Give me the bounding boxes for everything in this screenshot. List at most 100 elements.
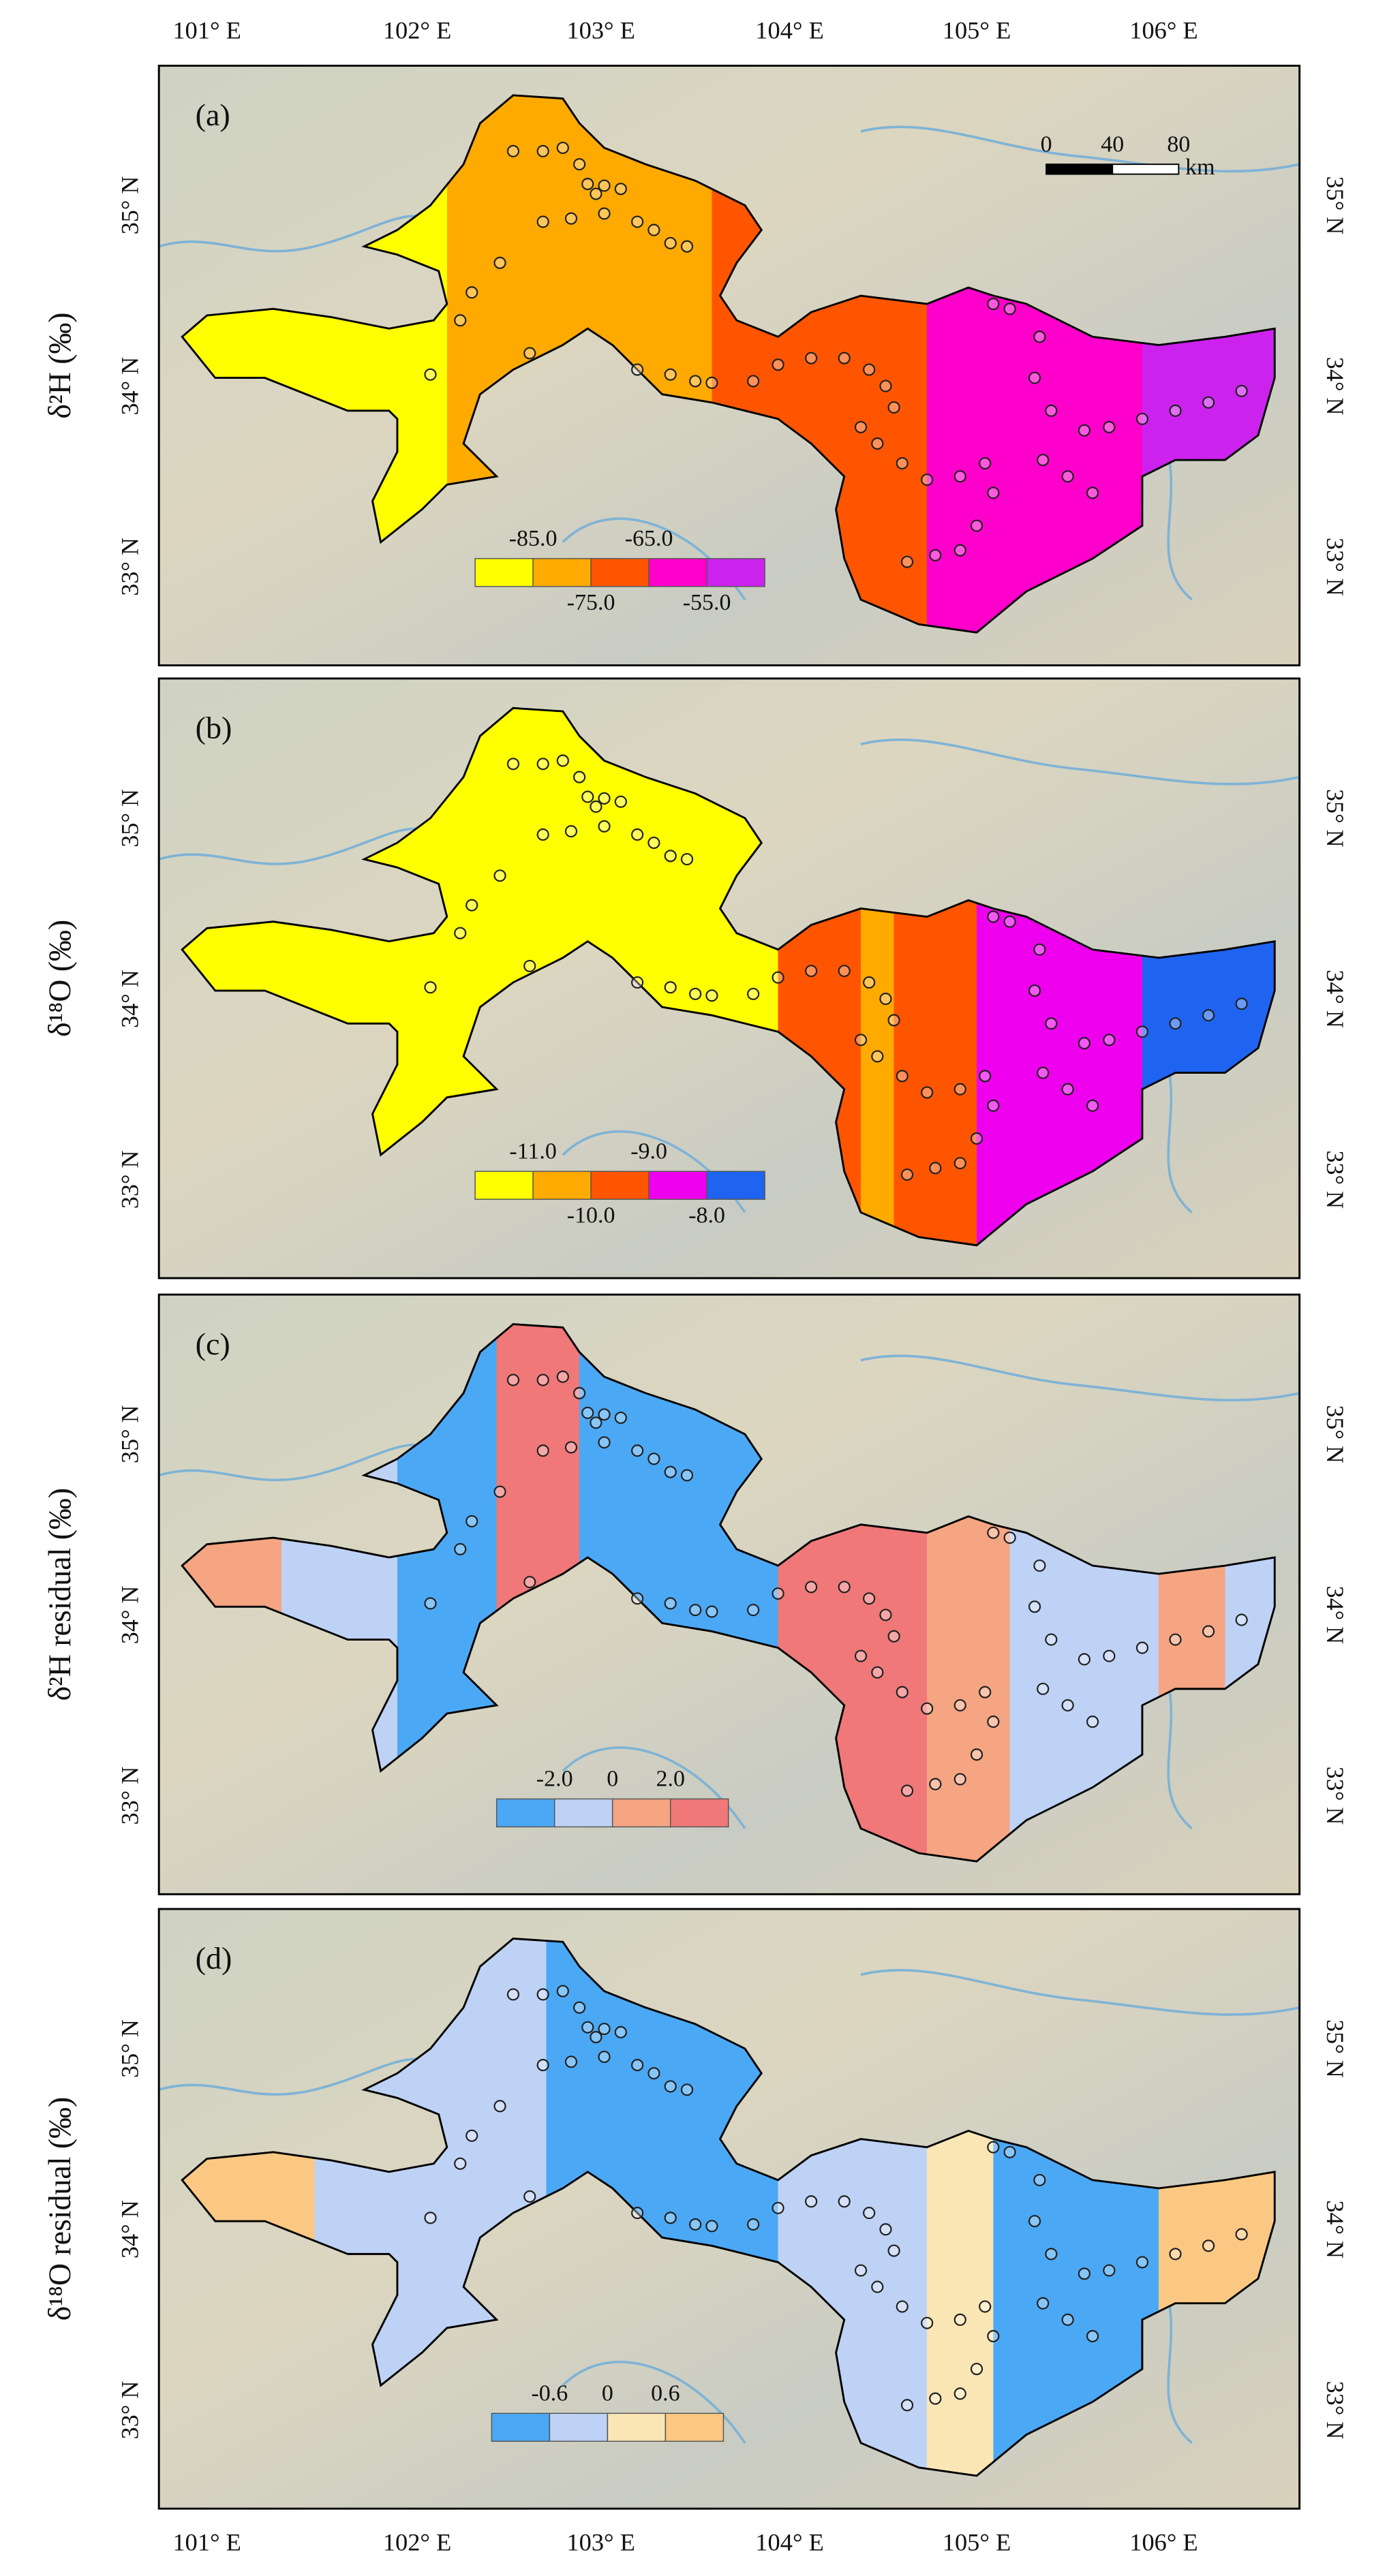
lon-tick-label: 104° E	[755, 2529, 824, 2556]
sample-site	[953, 470, 966, 483]
sample-site	[1028, 984, 1041, 997]
sample-site	[921, 474, 934, 486]
sample-site	[953, 1698, 966, 1712]
sample-site	[987, 910, 1000, 923]
sample-site	[747, 375, 760, 388]
study-region	[181, 1937, 1276, 2477]
sample-site	[805, 2195, 818, 2208]
sample-site	[664, 850, 677, 863]
sample-site	[705, 2220, 718, 2233]
sample-site	[772, 2201, 784, 2214]
sample-site	[896, 1686, 909, 1698]
lat-tick-label: 35° N	[117, 1405, 144, 1463]
sample-site	[664, 2080, 677, 2093]
sample-site	[854, 1649, 868, 1662]
sample-site	[680, 240, 694, 253]
lat-tick-label: 33° N	[1322, 538, 1349, 596]
sample-site	[987, 486, 1000, 499]
sample-site	[454, 927, 467, 940]
legend-swatch	[590, 558, 650, 587]
lat-tick-label: 34° N	[1322, 1585, 1349, 1644]
legend-label: -55.0	[683, 590, 731, 615]
sample-site	[953, 1083, 966, 1096]
legend-swatch	[611, 1798, 671, 1828]
lat-tick-label: 35° N	[1322, 789, 1349, 848]
sample-site	[493, 2100, 506, 2113]
sample-site	[970, 519, 983, 532]
sample-site	[1086, 2329, 1099, 2342]
sample-site	[953, 2387, 966, 2400]
sample-site	[556, 754, 569, 767]
sample-site	[1045, 2248, 1058, 2261]
sample-site	[631, 363, 644, 376]
legend-swatch	[532, 1170, 592, 1200]
legend-label: 0	[607, 1767, 618, 1792]
sample-site	[598, 2022, 611, 2036]
sample-site	[953, 1773, 966, 1786]
study-region	[181, 1323, 1276, 1863]
sample-site	[598, 1436, 611, 1449]
sample-site	[1037, 454, 1050, 467]
river	[860, 1354, 1300, 1401]
sample-site	[900, 1784, 914, 1797]
map-panel: (d) δ¹⁸O residual (‰) 35° N 35° N 34° N 34° N…	[42, 1908, 1349, 2510]
sample-site	[1202, 1625, 1215, 1638]
sample-site	[970, 1748, 983, 1761]
sample-site	[1169, 2248, 1182, 2261]
legend-swatch	[495, 1798, 555, 1828]
sample-site	[590, 187, 602, 200]
lon-tick-label: 105° E	[943, 17, 1011, 44]
sample-site	[573, 2001, 586, 2014]
legend-label: -8.0	[688, 1203, 725, 1228]
sample-site	[896, 2300, 909, 2313]
sample-site	[1033, 943, 1046, 956]
sample-site	[536, 1444, 549, 1457]
sample-site	[590, 800, 602, 813]
lon-tick-label: 101° E	[172, 2529, 241, 2556]
sample-site	[871, 2280, 884, 2293]
sample-site	[1003, 302, 1016, 315]
legend-label: -0.6	[531, 2381, 568, 2406]
sample-site	[631, 828, 644, 841]
sample-site	[689, 375, 702, 388]
legend-label: -11.0	[509, 1139, 557, 1164]
sample-site	[987, 2141, 1000, 2154]
panel-tag: (a)	[196, 97, 230, 132]
sample-site	[1202, 2239, 1215, 2252]
lat-tick-label: 35° N	[1322, 2019, 1349, 2078]
sample-site	[454, 314, 467, 327]
river	[860, 738, 1300, 786]
sample-site	[1169, 404, 1182, 417]
sample-site	[871, 437, 884, 450]
sample-site	[506, 758, 520, 771]
sample-site	[1078, 1037, 1091, 1050]
sample-site	[705, 989, 718, 1002]
lat-tick-label: 34° N	[117, 357, 144, 416]
sample-site	[647, 1453, 660, 1465]
sample-site	[506, 1988, 520, 2001]
lat-tick-label: 35° N	[1322, 176, 1349, 235]
sample-site	[1037, 1682, 1050, 1695]
sample-site	[664, 368, 677, 381]
sample-site	[929, 1162, 942, 1175]
sample-site	[1037, 2297, 1050, 2310]
y-axis-label: δ¹⁸O residual (‰)	[42, 2097, 77, 2321]
lon-tick-label: 102° E	[383, 2529, 452, 2556]
study-region	[181, 707, 1276, 1247]
sample-site	[1028, 371, 1041, 384]
sample-site	[805, 965, 818, 978]
sample-site	[424, 981, 437, 994]
sample-site	[747, 2218, 760, 2231]
sample-site	[1003, 1531, 1016, 1545]
lat-tick-label: 33° N	[1322, 1767, 1349, 1825]
sample-site	[424, 1597, 437, 1610]
sample-site	[1045, 1017, 1058, 1030]
legend-swatch	[706, 1170, 765, 1200]
sample-site	[493, 256, 506, 269]
sample-site	[424, 2212, 437, 2224]
lat-tick-label: 34° N	[1322, 2200, 1349, 2259]
sample-site	[598, 1408, 611, 1421]
sample-site	[598, 179, 611, 192]
